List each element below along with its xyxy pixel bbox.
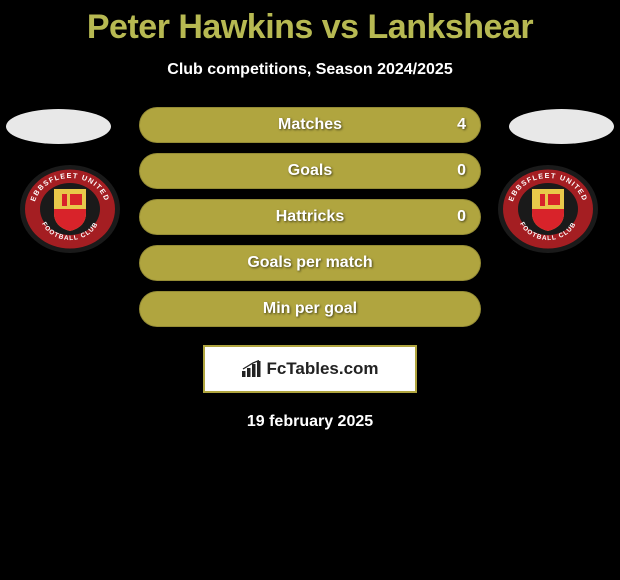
brand-box: FcTables.com <box>203 345 417 393</box>
club-badge-right: EBBSFLEET UNITED FOOTBALL CLUB <box>498 165 598 253</box>
stat-label: Min per goal <box>263 300 357 318</box>
stat-bar: Goals per match <box>139 245 481 281</box>
comparison-panel: EBBSFLEET UNITED FOOTBALL CLUB EBBSFLEET… <box>0 107 620 431</box>
stats-bars: Matches 4 Goals 0 Hattricks 0 Goals per … <box>139 107 481 327</box>
stat-value-right: 0 <box>457 208 466 226</box>
stat-value-right: 4 <box>457 116 466 134</box>
stat-label: Goals <box>288 162 332 180</box>
stat-label: Goals per match <box>247 254 372 272</box>
club-badge-left: EBBSFLEET UNITED FOOTBALL CLUB <box>20 165 120 253</box>
stat-label: Hattricks <box>276 208 344 226</box>
stat-bar: Min per goal <box>139 291 481 327</box>
stat-bar: Hattricks 0 <box>139 199 481 235</box>
stat-label: Matches <box>278 116 342 134</box>
player-photo-right <box>509 109 614 144</box>
date-label: 19 february 2025 <box>0 413 620 431</box>
player-photo-left <box>6 109 111 144</box>
brand-text: FcTables.com <box>241 359 378 379</box>
stat-bar: Matches 4 <box>139 107 481 143</box>
stat-value-right: 0 <box>457 162 466 180</box>
page-title: Peter Hawkins vs Lankshear <box>0 0 620 47</box>
brand-label: FcTables.com <box>266 359 378 379</box>
chart-icon <box>241 360 263 378</box>
stat-bar: Goals 0 <box>139 153 481 189</box>
subtitle: Club competitions, Season 2024/2025 <box>0 61 620 79</box>
